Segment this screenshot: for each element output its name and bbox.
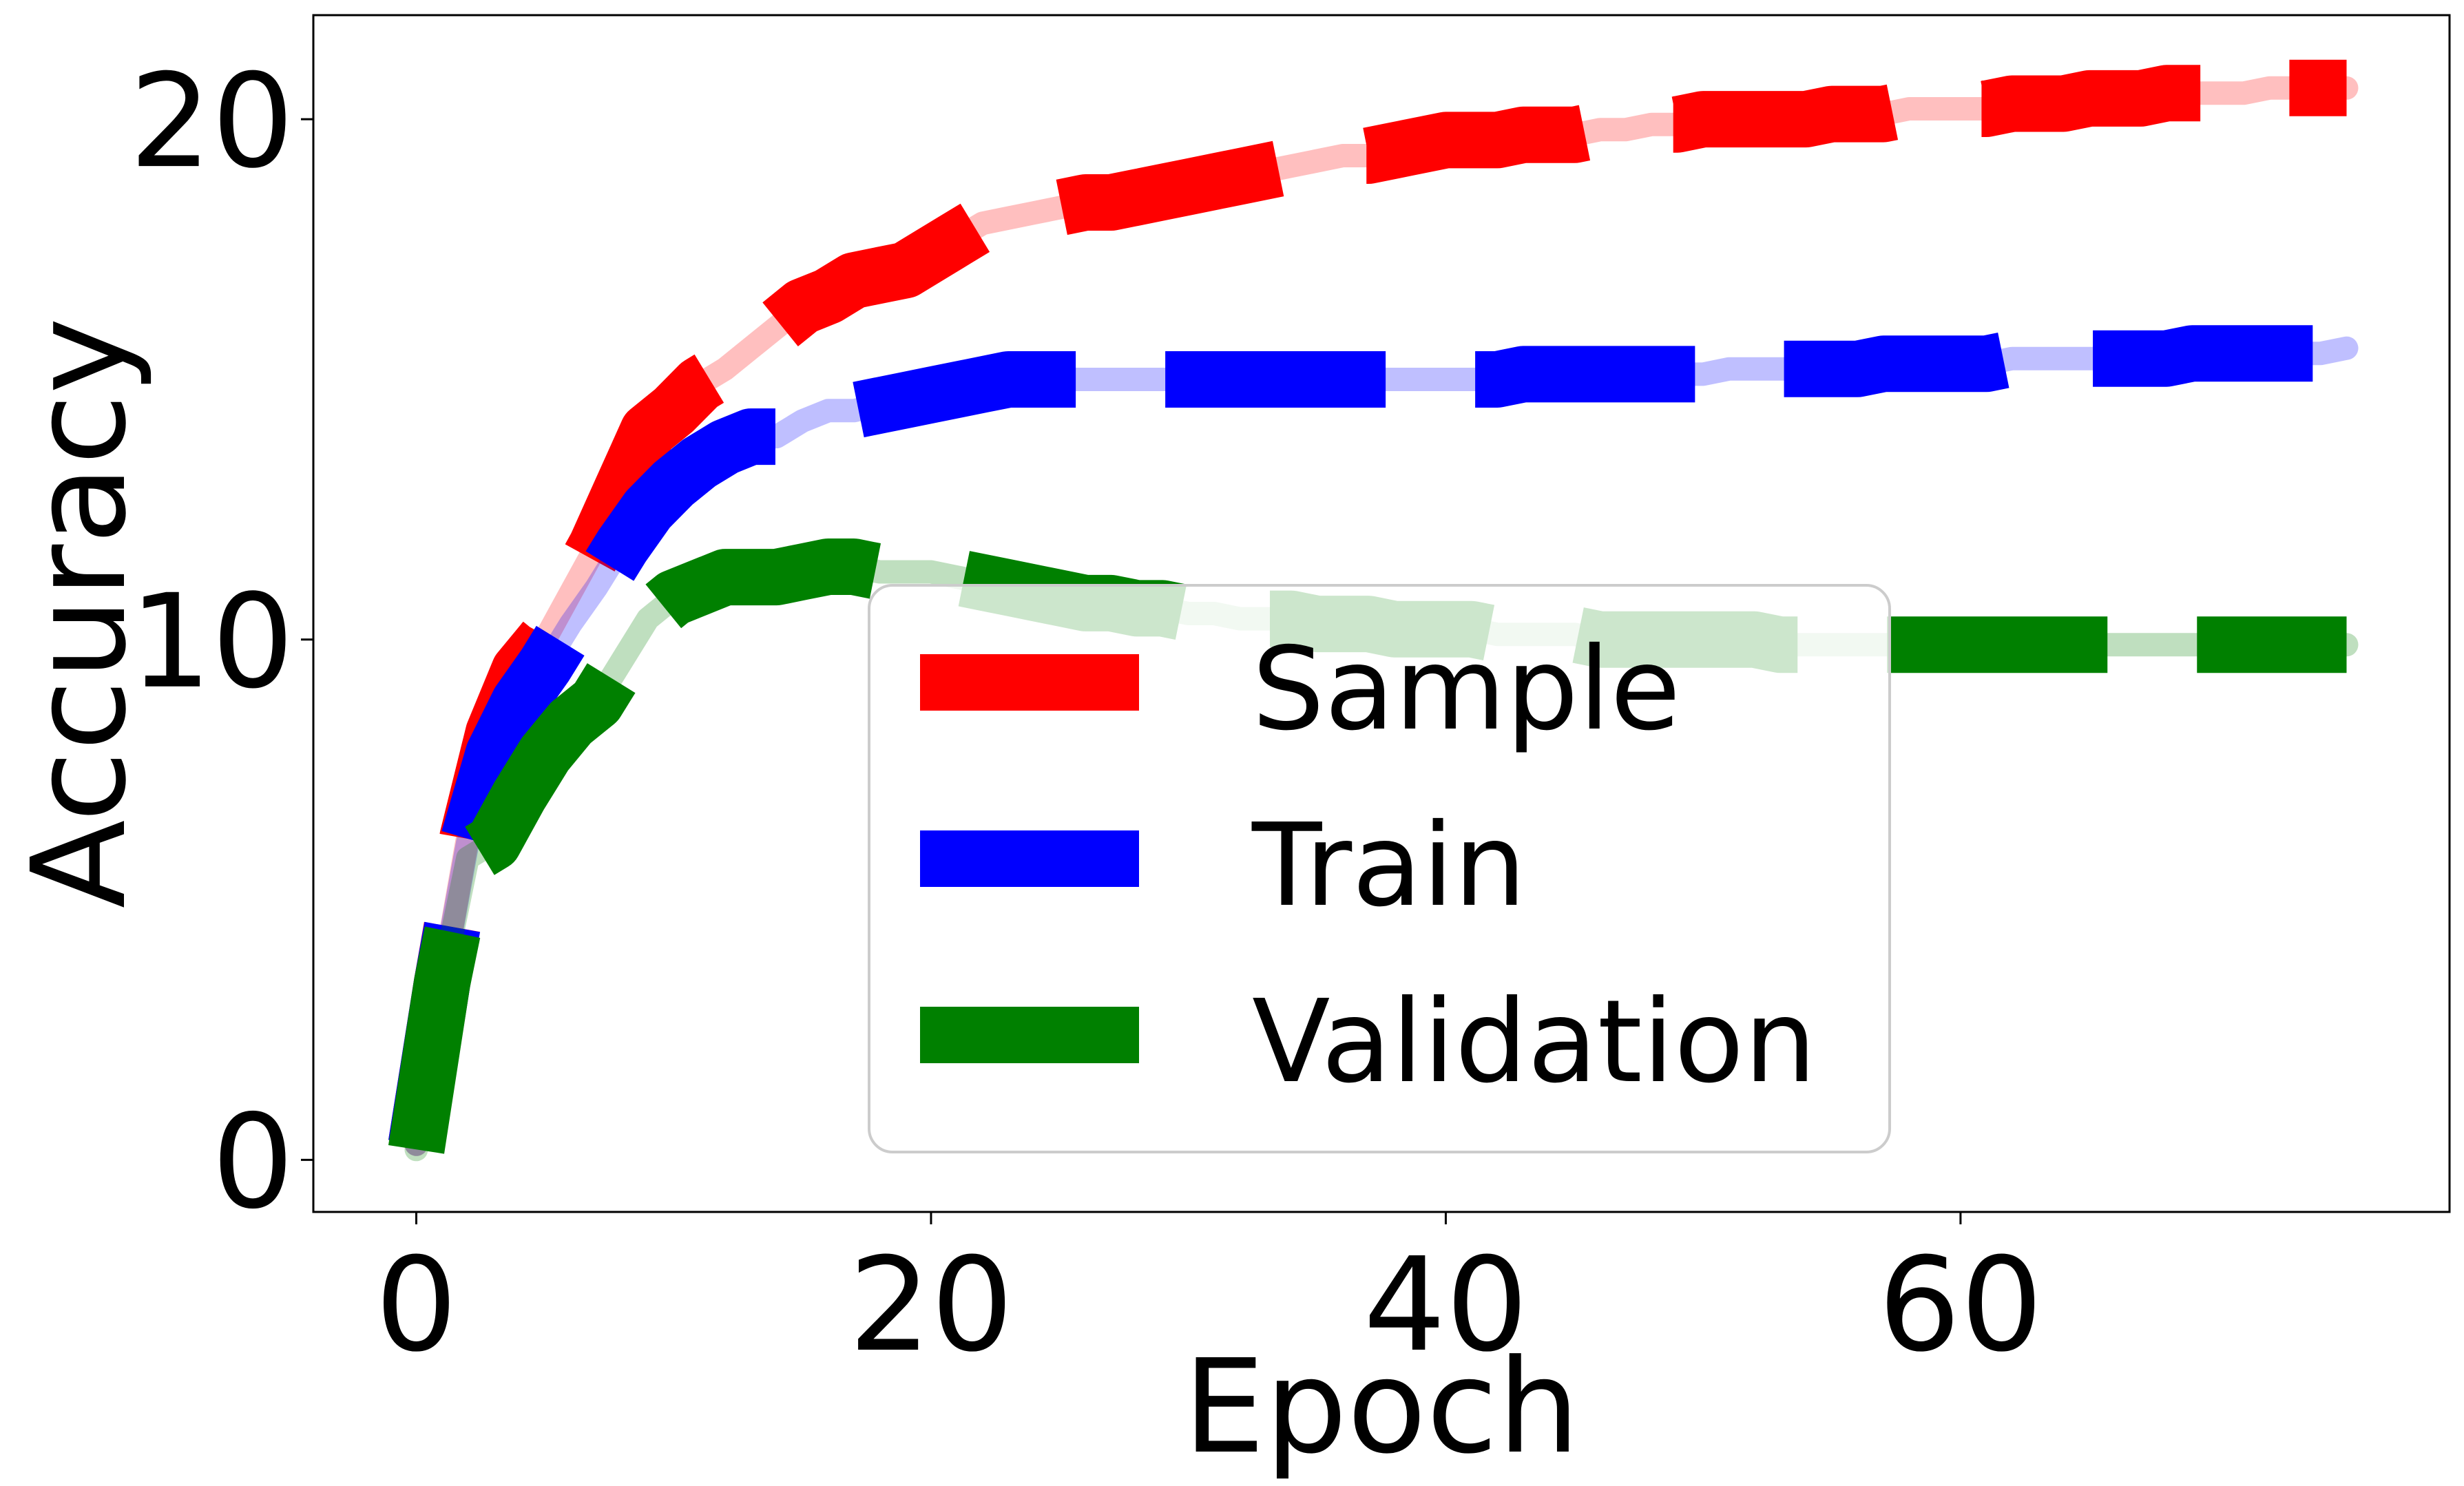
legend-label-validation: Validation (1252, 976, 1817, 1109)
series-line-train (388, 320, 2352, 1149)
y-tick-label-0: 0 (211, 1087, 294, 1237)
legend: Sample Train Validation (868, 584, 1891, 1153)
legend-swatch-validation (920, 1007, 1139, 1063)
x-tick-label-0: 0 (375, 1230, 458, 1381)
x-axis-label: Epoch (1183, 1332, 1580, 1483)
legend-swatch-train (920, 830, 1139, 887)
axes-layer: 0 20 40 60 0 10 20 (129, 46, 2043, 1381)
x-tick-label-1: 20 (848, 1230, 1013, 1381)
x-tick-label-2: 40 (1364, 1230, 1528, 1381)
series-line-sample (388, 59, 2350, 1149)
x-tick-label-3: 60 (1878, 1230, 2043, 1381)
y-tick-label-2: 20 (129, 46, 294, 197)
y-axis-label: Accuracy (4, 317, 155, 908)
legend-label-train: Train (1251, 799, 1526, 932)
y-tick-label-1: 10 (129, 567, 294, 718)
legend-swatch-sample (920, 654, 1139, 711)
legend-label-sample: Sample (1252, 623, 1680, 756)
